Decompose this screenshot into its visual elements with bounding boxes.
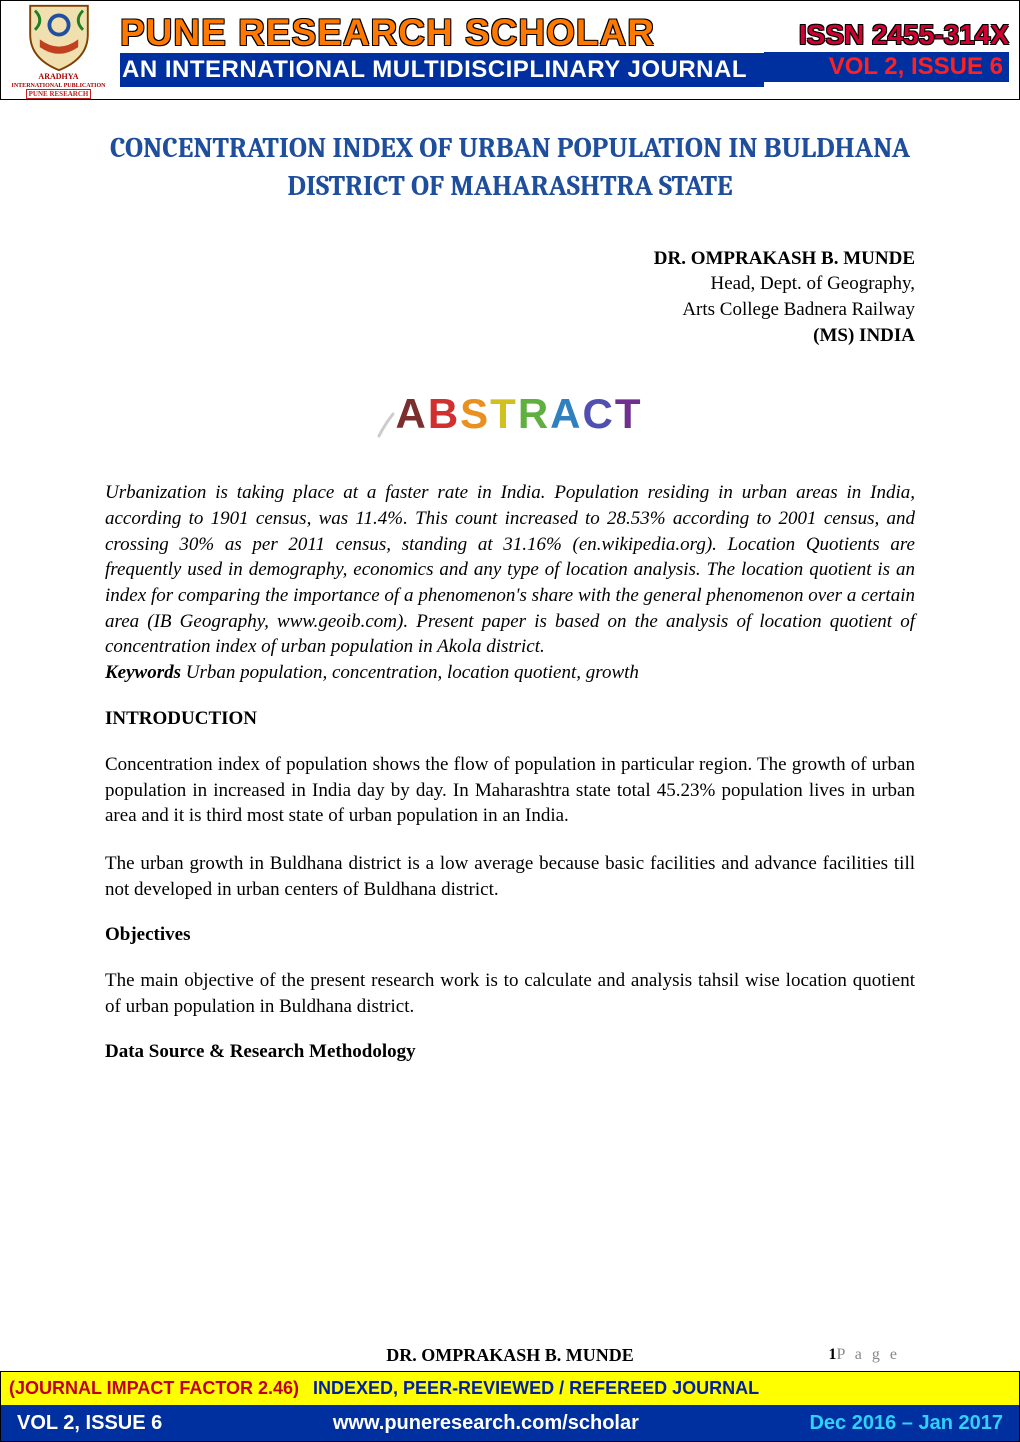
author-block: DR. OMPRAKASH B. MUNDE Head, Dept. of Ge… xyxy=(105,246,915,349)
header-title-section: PUNE RESEARCH SCHOLAR AN INTERNATIONAL M… xyxy=(116,1,764,99)
footer-line-2: VOL 2, ISSUE 6 www.puneresearch.com/scho… xyxy=(1,1405,1019,1441)
header-meta-section: ISSN 2455-314X VOL 2, ISSUE 6 xyxy=(764,1,1019,99)
author-affiliation-2: Arts College Badnera Railway xyxy=(105,297,915,323)
introduction-para-2: The urban growth in Buldhana district is… xyxy=(105,851,915,902)
journal-impact-factor: (JOURNAL IMPACT FACTOR 2.46) xyxy=(9,1378,299,1399)
keywords-text: Urban population, concentration, locatio… xyxy=(181,662,639,683)
author-country: (MS) INDIA xyxy=(105,323,915,349)
keywords-label: Keywords xyxy=(105,662,181,683)
paper-title: CONCENTRATION INDEX OF URBAN POPULATION … xyxy=(105,130,915,206)
author-affiliation-1: Head, Dept. of Geography, xyxy=(105,271,915,297)
shield-logo-icon xyxy=(19,1,99,73)
indexed-label: INDEXED, PEER-REVIEWED / REFEREED JOURNA… xyxy=(313,1378,759,1399)
paper-content: CONCENTRATION INDEX OF URBAN POPULATION … xyxy=(0,100,1020,1063)
abstract-heading: ABSTRACT xyxy=(105,390,915,442)
footer-line-1: (JOURNAL IMPACT FACTOR 2.46) INDEXED, PE… xyxy=(1,1372,1019,1405)
footer-url: www.puneresearch.com/scholar xyxy=(333,1412,639,1435)
journal-subtitle: AN INTERNATIONAL MULTIDISCIPLINARY JOURN… xyxy=(120,53,764,87)
publisher-tag: PUNE RESEARCH xyxy=(26,89,92,99)
footer-date-range: Dec 2016 – Jan 2017 xyxy=(809,1412,1003,1435)
publisher-name: ARADHYA INTERNATIONAL PUBLICATION xyxy=(12,73,106,89)
volume-issue-top: VOL 2, ISSUE 6 xyxy=(764,52,1009,82)
author-name: DR. OMPRAKASH B. MUNDE xyxy=(105,246,915,272)
introduction-heading: INTRODUCTION xyxy=(105,708,915,730)
abstract-swoosh-icon xyxy=(377,406,395,442)
introduction-para-1: Concentration index of population shows … xyxy=(105,752,915,829)
publisher-logo-block: ARADHYA INTERNATIONAL PUBLICATION PUNE R… xyxy=(1,1,116,99)
footer-banner: (JOURNAL IMPACT FACTOR 2.46) INDEXED, PE… xyxy=(0,1371,1020,1442)
objectives-heading: Objectives xyxy=(105,924,915,946)
keywords-line: Keywords Urban population, concentration… xyxy=(105,662,915,684)
issn-label: ISSN 2455-314X xyxy=(764,18,1009,52)
methodology-heading: Data Source & Research Methodology xyxy=(105,1041,915,1063)
page-number: 1P a g e xyxy=(828,1346,900,1364)
objectives-text: The main objective of the present resear… xyxy=(105,968,915,1019)
journal-name: PUNE RESEARCH SCHOLAR xyxy=(120,13,764,54)
abstract-word: ABSTRACT xyxy=(395,390,642,438)
abstract-text: Urbanization is taking place at a faster… xyxy=(105,480,915,659)
journal-header-banner: ARADHYA INTERNATIONAL PUBLICATION PUNE R… xyxy=(0,0,1020,100)
footer-volume-issue: VOL 2, ISSUE 6 xyxy=(17,1412,162,1435)
